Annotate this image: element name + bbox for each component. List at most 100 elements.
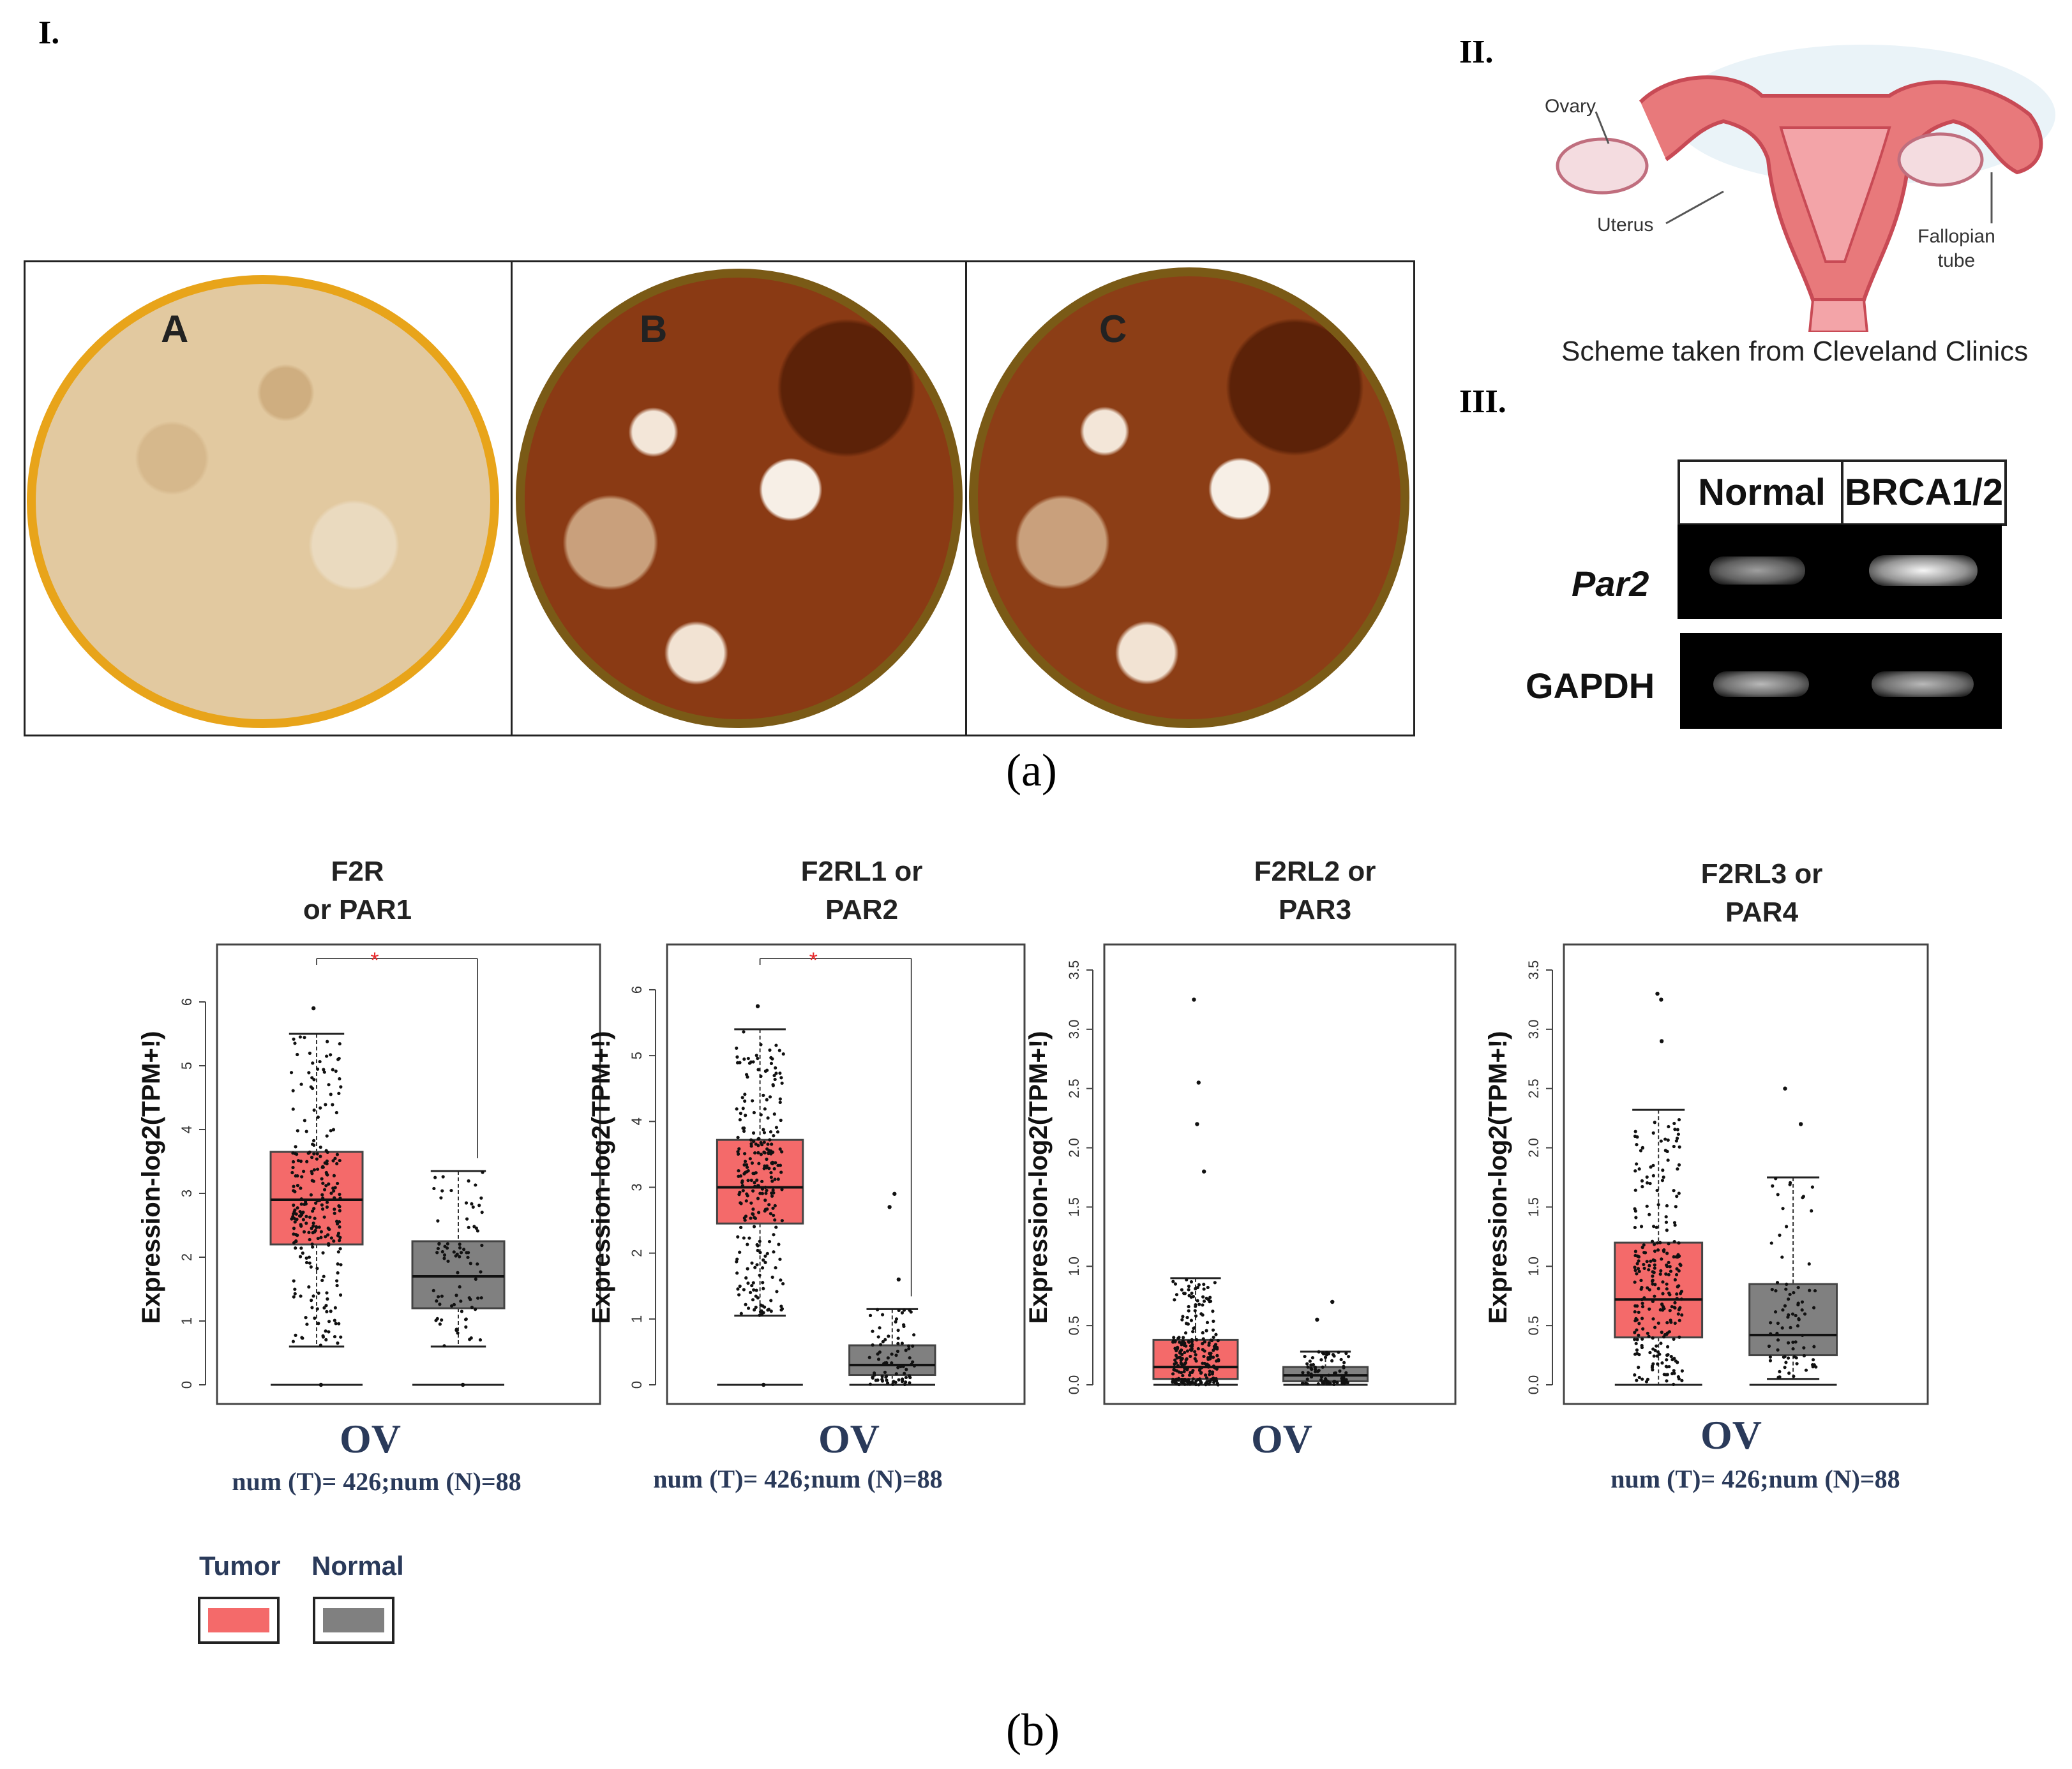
normal-point xyxy=(1776,1321,1780,1325)
tumor-point xyxy=(774,1265,777,1270)
tumor-point xyxy=(756,1211,761,1214)
tumor-point xyxy=(1191,1377,1195,1381)
y-tick-label: 1 xyxy=(179,1317,195,1325)
tumor-point xyxy=(737,1168,740,1173)
tumor-point xyxy=(1658,1352,1662,1356)
tumor-point xyxy=(1667,1364,1671,1369)
normal-point xyxy=(1774,1289,1778,1293)
tumor-point xyxy=(308,1215,312,1219)
tumor-point xyxy=(744,1163,749,1167)
tumor-point xyxy=(1208,1356,1212,1360)
normal-point xyxy=(471,1205,475,1209)
normal-point xyxy=(1309,1375,1314,1379)
normal-point xyxy=(442,1253,447,1257)
tumor-point xyxy=(319,1235,323,1239)
normal-point xyxy=(481,1170,484,1174)
tumor-point xyxy=(293,1220,297,1224)
tumor-point xyxy=(1651,1163,1655,1167)
tumor-point xyxy=(1187,1340,1191,1344)
tumor-point xyxy=(769,1130,773,1134)
tumor-point xyxy=(293,1292,297,1295)
tumor-point xyxy=(1665,1287,1669,1291)
tumor-point xyxy=(298,1035,302,1039)
tumor-point xyxy=(1637,1310,1640,1314)
normal-point xyxy=(878,1343,883,1347)
tumor-point xyxy=(339,1085,343,1089)
uterus-label: Uterus xyxy=(1597,214,1654,235)
normal-point xyxy=(1346,1380,1349,1384)
tumor-point xyxy=(336,1181,340,1186)
tumor-point xyxy=(329,1310,333,1313)
tumor-point xyxy=(1665,1282,1669,1286)
tumor-point xyxy=(335,1161,339,1166)
tumor-point xyxy=(307,1255,312,1259)
tumor-point xyxy=(742,1126,746,1130)
normal-point xyxy=(1792,1355,1796,1359)
tumor-point xyxy=(290,1170,294,1175)
tumor-point xyxy=(1646,1331,1649,1335)
tumor-point xyxy=(772,1250,776,1254)
tumor-point xyxy=(1202,1299,1206,1303)
tumor-point xyxy=(1185,1349,1190,1353)
normal-point xyxy=(1780,1255,1784,1259)
tumor-point xyxy=(1665,1379,1669,1383)
tumor-point xyxy=(1189,1348,1194,1352)
normal-point xyxy=(1310,1355,1314,1360)
normal-point xyxy=(1783,1366,1787,1370)
tumor-point xyxy=(319,1154,322,1158)
tumor-point xyxy=(1212,1319,1215,1323)
tumor-point xyxy=(325,1205,329,1209)
tumor-point xyxy=(334,1322,338,1325)
tumor-point xyxy=(319,1106,322,1110)
tumor-point xyxy=(1206,1297,1210,1302)
normal-point xyxy=(479,1270,483,1274)
normal-point xyxy=(1785,1282,1789,1287)
tumor-point xyxy=(746,1179,750,1183)
normal-point xyxy=(867,1355,871,1359)
normal-point xyxy=(449,1188,453,1193)
tumor-point xyxy=(735,1257,739,1261)
tumor-point xyxy=(743,1160,747,1163)
tumor-point xyxy=(1656,1248,1660,1252)
gel-label-par2: Par2 xyxy=(1572,564,1649,604)
legend-normal-swatch-frame xyxy=(313,1597,394,1644)
tumor-point xyxy=(741,1189,745,1193)
tumor-point xyxy=(320,1193,324,1197)
tumor-point xyxy=(301,1251,304,1255)
tumor-point xyxy=(331,1068,334,1071)
normal-point xyxy=(1775,1331,1779,1335)
normal-point xyxy=(465,1217,469,1221)
tumor-point xyxy=(331,1128,336,1131)
tumor-point xyxy=(762,1128,765,1131)
normal-point xyxy=(1308,1359,1312,1363)
tumor-point xyxy=(1640,1297,1644,1302)
tumor-point xyxy=(760,1266,765,1270)
tumor-point xyxy=(762,1131,767,1135)
normal-point xyxy=(1807,1262,1811,1266)
normal-point xyxy=(902,1323,906,1327)
ovary-label: Ovary xyxy=(1545,96,1596,117)
tumor-point xyxy=(312,1224,315,1228)
normal-point xyxy=(885,1381,890,1385)
normal-point xyxy=(904,1375,908,1380)
tumor-point xyxy=(741,1107,745,1110)
tumor-point xyxy=(747,1236,751,1240)
tumor-point xyxy=(1640,1337,1644,1341)
tumor-point xyxy=(1653,1294,1656,1298)
tumor-point xyxy=(1635,1348,1639,1352)
normal-point xyxy=(901,1378,905,1382)
normal-point xyxy=(1330,1359,1334,1362)
tumor-point xyxy=(752,1288,756,1292)
chart-1-title-line-1: F2R xyxy=(331,856,384,887)
tumor-point xyxy=(1663,1137,1667,1141)
tumor-point xyxy=(1633,1225,1637,1230)
tumor-point xyxy=(1190,1338,1194,1341)
normal-point xyxy=(1303,1354,1307,1359)
tumor-point xyxy=(1171,1377,1175,1381)
tumor-point xyxy=(1667,1260,1670,1264)
tumor-point xyxy=(746,1267,749,1271)
caption-a: (a) xyxy=(1006,745,1057,796)
normal-point xyxy=(1792,1291,1796,1295)
tumor-point xyxy=(1669,1269,1673,1273)
normal-point xyxy=(894,1354,898,1357)
